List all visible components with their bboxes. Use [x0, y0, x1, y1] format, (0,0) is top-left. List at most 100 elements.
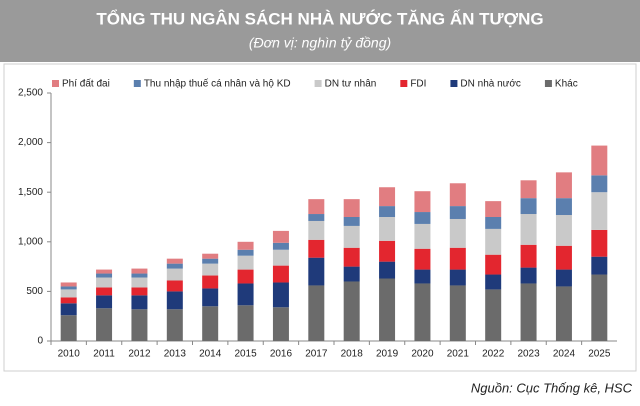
bar-segment — [520, 214, 537, 245]
bar-segment — [520, 244, 537, 268]
bar-segment — [237, 269, 254, 284]
bar-segment — [414, 223, 431, 249]
bar-segment — [343, 247, 360, 267]
x-tick-label: 2018 — [341, 349, 364, 360]
bar-segment — [591, 145, 608, 176]
bar-segment — [379, 261, 396, 279]
bar-segment — [379, 187, 396, 207]
bar-segment — [237, 249, 254, 256]
x-tick-label: 2015 — [234, 349, 257, 360]
chart-frame — [3, 63, 637, 372]
bar-segment — [485, 201, 502, 217]
bar-segment — [555, 172, 572, 199]
x-tick-label: 2012 — [128, 349, 151, 360]
legend-label: Khác — [555, 79, 578, 90]
bar-segment — [520, 180, 537, 199]
x-tick-label: 2019 — [376, 349, 399, 360]
bar-segment — [414, 269, 431, 284]
bar-segment — [308, 199, 325, 215]
bar-segment — [272, 230, 289, 243]
bar-segment — [202, 263, 219, 276]
bar-segment — [272, 307, 289, 341]
bar-segment — [60, 282, 77, 287]
bar-segment — [343, 217, 360, 226]
bar-segment — [485, 289, 502, 341]
y-tick-label: 2,000 — [18, 137, 43, 148]
bar-segment — [308, 214, 325, 221]
bar-segment — [555, 198, 572, 216]
y-tick-label: 1,500 — [18, 187, 43, 198]
bar-segment — [449, 247, 466, 270]
bar-segment — [379, 206, 396, 217]
bar-segment — [166, 263, 183, 269]
x-tick-label: 2023 — [517, 349, 540, 360]
legend-swatch — [544, 80, 552, 87]
bar-segment — [343, 225, 360, 248]
legend-swatch — [314, 80, 322, 87]
x-tick-label: 2021 — [447, 349, 470, 360]
bar-segment — [237, 255, 254, 270]
legend-label: Phí đất đai — [62, 78, 110, 90]
bar-segment — [60, 303, 77, 316]
bar-segment — [202, 288, 219, 307]
bar-segment — [166, 268, 183, 281]
bar-segment — [379, 240, 396, 262]
y-tick-label: 500 — [26, 286, 43, 297]
bar-segment — [379, 217, 396, 241]
bar-segment — [131, 277, 148, 288]
bar-segment — [449, 269, 466, 286]
bar-segment — [131, 273, 148, 278]
bar-segment — [449, 285, 466, 341]
bar-segment — [485, 254, 502, 275]
bar-segment — [96, 269, 113, 274]
bar-segment — [555, 245, 572, 270]
bar-segment — [166, 258, 183, 264]
bar-segment — [166, 291, 183, 310]
bar-segment — [60, 289, 77, 298]
legend-swatch — [400, 80, 408, 87]
bar-segment — [237, 283, 254, 306]
bar-segment — [96, 287, 113, 296]
bar-segment — [414, 283, 431, 341]
bar-segment — [414, 248, 431, 270]
bar-segment — [555, 215, 572, 246]
x-tick-label: 2025 — [588, 349, 611, 360]
x-tick-label: 2020 — [411, 349, 434, 360]
bar-segment — [379, 278, 396, 341]
legend-label: Thu nhập thuế cá nhân và hộ KD — [144, 78, 291, 90]
bar-segment — [591, 274, 608, 341]
bar-segment — [485, 217, 502, 229]
bar-segment — [96, 295, 113, 309]
bar-segment — [308, 220, 325, 240]
bar-segment — [96, 308, 113, 341]
y-tick-label: 2,500 — [18, 88, 43, 99]
x-tick-label: 2022 — [482, 349, 505, 360]
bar-segment — [308, 239, 325, 258]
bar-segment — [343, 266, 360, 282]
bar-segment — [591, 256, 608, 275]
x-tick-label: 2024 — [553, 349, 576, 360]
y-tick-label: 0 — [37, 336, 43, 347]
bar-segment — [272, 249, 289, 266]
bar-segment — [520, 283, 537, 341]
chart-title: TỔNG THU NGÂN SÁCH NHÀ NƯỚC TĂNG ẤN TƯỢN… — [96, 9, 543, 28]
bar-segment — [202, 253, 219, 259]
x-tick-label: 2011 — [93, 349, 115, 360]
legend-label: DN tư nhân — [325, 79, 377, 90]
bar-segment — [308, 257, 325, 286]
bar-segment — [591, 229, 608, 257]
bar-segment — [308, 285, 325, 341]
x-tick-label: 2016 — [270, 349, 293, 360]
bar-segment — [60, 315, 77, 341]
bar-segment — [60, 297, 77, 304]
bar-segment — [555, 286, 572, 341]
bar-segment — [131, 268, 148, 274]
bar-segment — [131, 287, 148, 296]
legend-label: FDI — [410, 79, 426, 90]
bar-segment — [591, 192, 608, 230]
bar-segment — [414, 191, 431, 213]
bar-segment — [520, 198, 537, 215]
bar-segment — [343, 281, 360, 341]
x-tick-label: 2010 — [58, 349, 81, 360]
bar-segment — [202, 306, 219, 341]
